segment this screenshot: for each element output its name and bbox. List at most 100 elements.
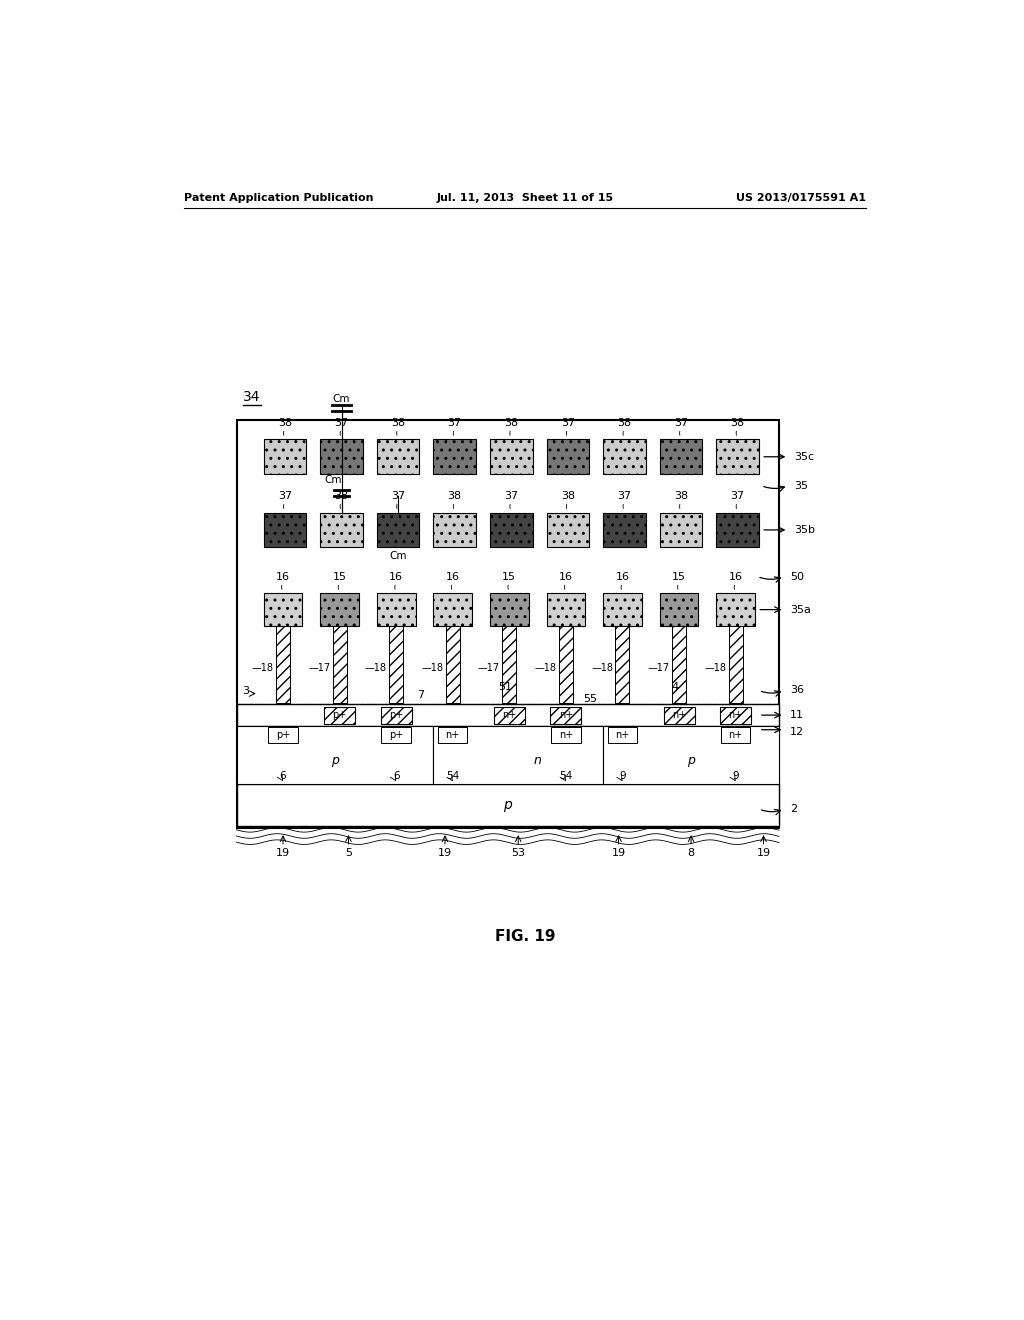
Text: p+: p+ [389, 710, 403, 721]
Bar [603, 440, 646, 474]
Text: —17: —17 [308, 663, 331, 673]
Text: 37: 37 [674, 417, 688, 428]
Text: 38: 38 [674, 491, 688, 500]
Bar [263, 512, 306, 548]
Text: 37: 37 [617, 491, 632, 500]
Bar [550, 706, 582, 723]
Text: 36: 36 [790, 685, 804, 696]
Bar [489, 440, 532, 474]
Text: p+: p+ [389, 730, 403, 741]
Text: 5: 5 [345, 847, 352, 858]
Text: 16: 16 [276, 572, 290, 582]
Text: Cm: Cm [389, 552, 407, 561]
Bar [321, 512, 362, 548]
Bar [237, 784, 779, 826]
Text: 35b: 35b [794, 525, 815, 535]
Bar [489, 512, 532, 548]
Text: 16: 16 [615, 572, 630, 582]
Text: 37: 37 [730, 491, 744, 500]
Bar [433, 512, 476, 548]
Text: 15: 15 [672, 572, 686, 582]
Text: 6: 6 [280, 771, 287, 781]
Text: 7: 7 [418, 690, 425, 700]
Text: —18: —18 [252, 663, 273, 673]
Text: Cm: Cm [324, 475, 342, 486]
Text: —18: —18 [422, 663, 443, 673]
Bar [716, 594, 755, 626]
Text: 38: 38 [391, 417, 406, 428]
Text: 38: 38 [617, 417, 632, 428]
Text: —18: —18 [591, 663, 613, 673]
Bar [237, 726, 433, 784]
Text: 6: 6 [393, 771, 399, 781]
Text: —18: —18 [705, 663, 726, 673]
Bar [615, 626, 630, 702]
Bar [716, 440, 759, 474]
Text: 38: 38 [278, 417, 292, 428]
Bar [489, 594, 528, 626]
Text: 38: 38 [730, 417, 744, 428]
Bar [377, 594, 416, 626]
Text: 4: 4 [672, 682, 679, 693]
Text: 16: 16 [729, 572, 742, 582]
Bar [672, 626, 686, 702]
Text: 9: 9 [620, 771, 626, 781]
Bar [603, 594, 642, 626]
Text: 50: 50 [790, 572, 804, 582]
Text: 35c: 35c [794, 451, 814, 462]
Bar [389, 626, 403, 702]
Bar [433, 726, 603, 784]
Text: 19: 19 [438, 847, 452, 858]
Text: Cm: Cm [333, 395, 350, 404]
Bar [659, 512, 702, 548]
Bar [659, 440, 702, 474]
Text: n+: n+ [559, 710, 573, 721]
Text: 54: 54 [446, 771, 460, 781]
Text: 55: 55 [583, 694, 597, 704]
Bar [445, 626, 460, 702]
Text: 38: 38 [447, 491, 462, 500]
Text: n+: n+ [672, 710, 686, 721]
Bar [381, 727, 411, 743]
Text: n: n [534, 755, 542, 767]
Bar [237, 705, 779, 726]
Text: —17: —17 [478, 663, 500, 673]
Text: 19: 19 [757, 847, 771, 858]
Text: Patent Application Publication: Patent Application Publication [183, 194, 374, 203]
Bar [551, 727, 581, 743]
Bar [503, 626, 516, 702]
Text: 38: 38 [561, 491, 574, 500]
Text: 34: 34 [243, 391, 260, 404]
Text: 3: 3 [243, 686, 249, 696]
Text: n+: n+ [615, 730, 630, 741]
Text: US 2013/0175591 A1: US 2013/0175591 A1 [736, 194, 866, 203]
Bar [607, 727, 637, 743]
Bar [603, 726, 779, 784]
Bar [433, 594, 472, 626]
Bar [263, 440, 306, 474]
Bar [268, 727, 298, 743]
Text: 15: 15 [503, 572, 516, 582]
Bar [603, 512, 646, 548]
Text: 37: 37 [391, 491, 406, 500]
Text: —18: —18 [535, 663, 557, 673]
Text: p: p [331, 755, 339, 767]
Text: 35: 35 [794, 480, 808, 491]
Text: n+: n+ [502, 710, 516, 721]
Text: 16: 16 [389, 572, 403, 582]
Bar [438, 727, 467, 743]
Text: 37: 37 [278, 491, 292, 500]
Text: 51: 51 [499, 682, 512, 693]
Bar [237, 420, 779, 829]
Text: p: p [504, 797, 512, 812]
Bar [720, 706, 751, 723]
Text: —18: —18 [365, 663, 387, 673]
Bar [377, 440, 420, 474]
Bar [547, 594, 586, 626]
Text: —17: —17 [647, 663, 670, 673]
Bar [659, 594, 698, 626]
Bar [324, 706, 355, 723]
Bar [333, 626, 346, 702]
Text: 8: 8 [687, 847, 694, 858]
Bar [276, 626, 290, 702]
